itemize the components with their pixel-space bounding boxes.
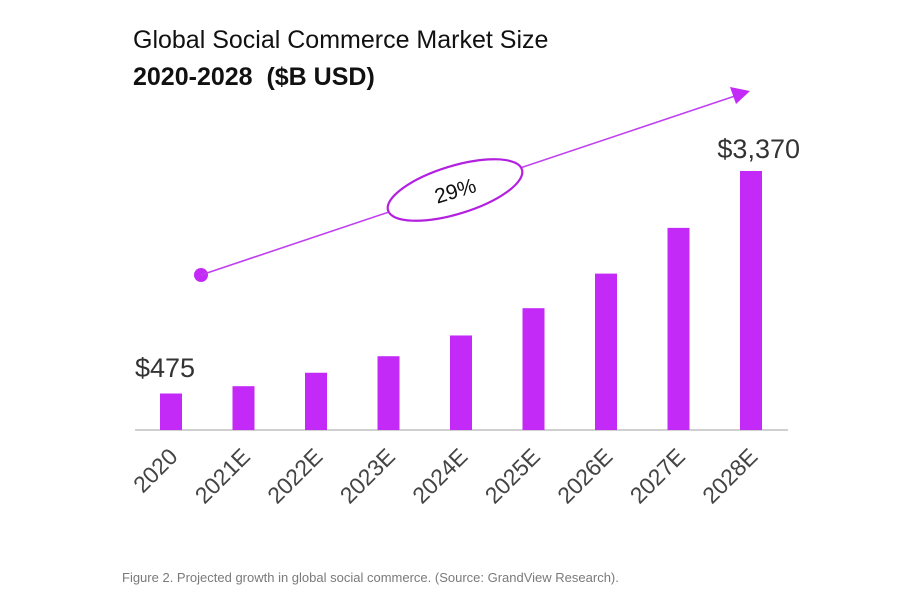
data-label-first: $475 (135, 353, 195, 383)
x-tick-label: 2024E (407, 443, 472, 508)
bar-2022E (305, 372, 327, 430)
x-tick-label: 2027E (625, 443, 690, 508)
bar-2020 (160, 393, 182, 430)
chart-title: Global Social Commerce Market Size (133, 26, 548, 54)
x-tick-label: 2028E (697, 443, 762, 508)
growth-arrow: 29% (194, 87, 750, 282)
data-label-last: $3,370 (717, 134, 800, 164)
x-tick-label: 2022E (262, 443, 327, 508)
x-tick-label: 2025E (480, 443, 545, 508)
x-tick-label: 2021E (190, 443, 255, 508)
x-tick-label: 2026E (552, 443, 617, 508)
x-tick-label: 2023E (335, 443, 400, 508)
bar-2023E (377, 356, 400, 430)
bar-2026E (595, 273, 617, 430)
arrow-head (730, 87, 750, 104)
chart-subtitle: 2020-2028 ($B USD) (133, 63, 375, 91)
bar-2021E (232, 386, 255, 430)
cagr-ellipse (386, 158, 524, 222)
x-tick-label: 2020 (128, 443, 183, 498)
bar-2028E (740, 171, 762, 430)
bar-2024E (450, 335, 472, 430)
bar-2027E (667, 227, 690, 430)
figure-caption: Figure 2. Projected growth in global soc… (122, 570, 619, 585)
bar-2025E (522, 308, 545, 430)
